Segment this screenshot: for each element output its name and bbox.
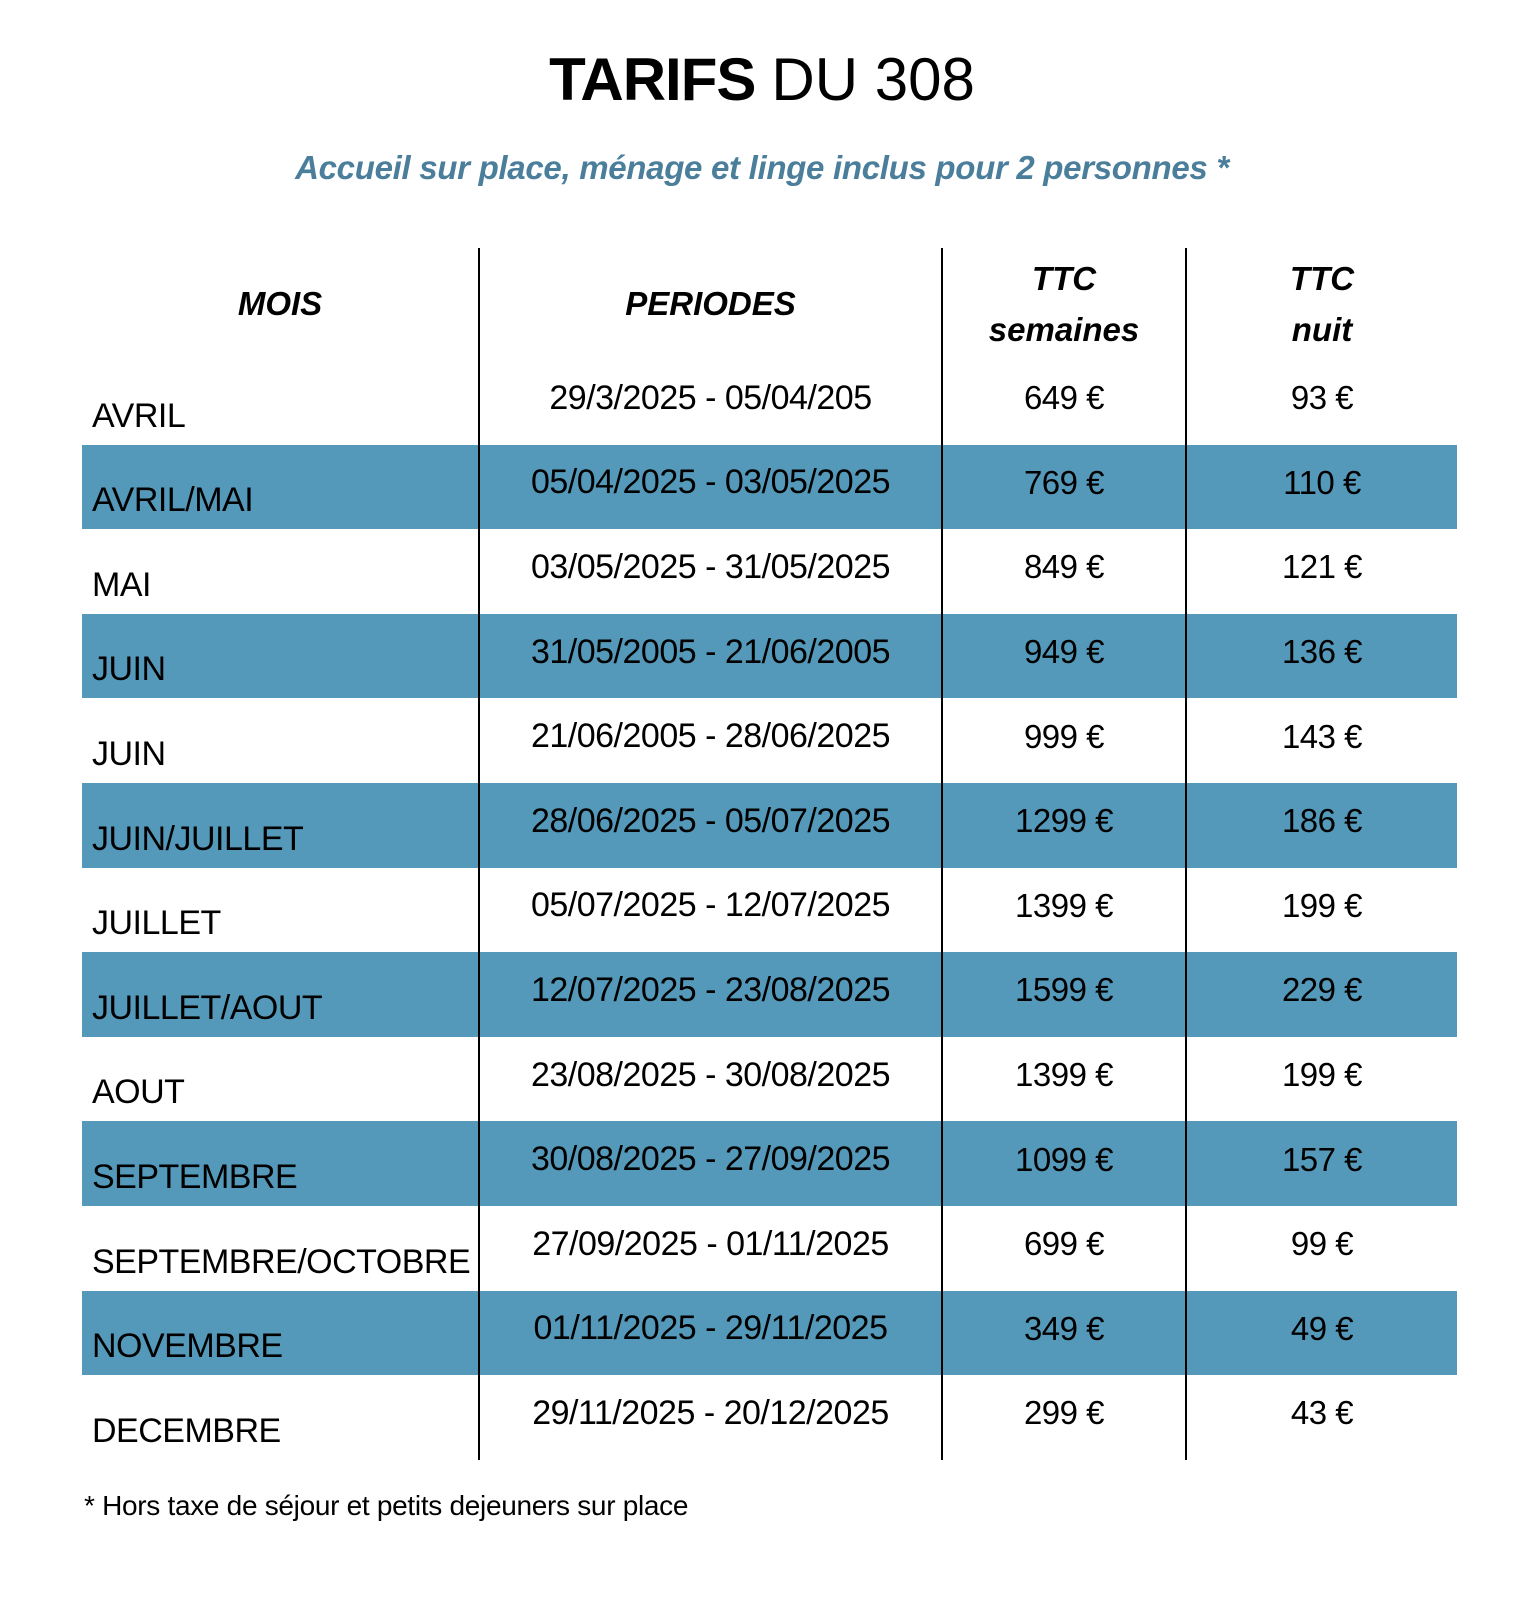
period-cell: 05/04/2025 - 03/05/2025 — [480, 444, 943, 530]
period-cell: 05/07/2025 - 12/07/2025 — [480, 867, 943, 953]
period-cell: 31/05/2005 - 21/06/2005 — [480, 613, 943, 699]
week-price-cell: 999 € — [943, 698, 1187, 783]
column-header-ttc-nuit: TTC nuit — [1187, 248, 1457, 360]
period-cell: 30/08/2025 - 27/09/2025 — [480, 1121, 943, 1206]
table-row: MAI 03/05/2025 - 31/05/2025 849 € 121 € — [82, 529, 1457, 614]
night-price-cell: 43 € — [1290, 1394, 1354, 1432]
price-table: MOIS PERIODES TTC semaines TTC nuit AVRI… — [82, 248, 1457, 1460]
week-price-cell: 949 € — [943, 613, 1187, 699]
month-cell: JUILLET/AOUT — [82, 952, 480, 1037]
night-price-cell: 186 € — [1281, 802, 1363, 840]
table-header-row: MOIS PERIODES TTC semaines TTC nuit — [82, 248, 1457, 360]
page-title-main: TARIFS — [549, 46, 756, 113]
night-price-cell: 199 € — [1281, 886, 1363, 924]
table-row: JUIN 21/06/2005 - 28/06/2025 999 € 143 € — [82, 698, 1457, 783]
table-row: DECEMBRE 29/11/2025 - 20/12/2025 299 € 4… — [82, 1375, 1457, 1460]
period-cell: 28/06/2025 - 05/07/2025 — [480, 782, 943, 868]
column-header-periodes: PERIODES — [480, 248, 943, 360]
column-header-label: MOIS — [237, 285, 323, 323]
month-cell: MAI — [82, 529, 480, 614]
week-price-cell: 299 € — [943, 1375, 1187, 1460]
table-row: AVRIL 29/3/2025 - 05/04/205 649 € 93 € — [82, 360, 1457, 445]
month-cell: NOVEMBRE — [82, 1290, 480, 1376]
table-row: JUILLET 05/07/2025 - 12/07/2025 1399 € 1… — [82, 867, 1457, 953]
month-cell: JUIN/JUILLET — [82, 782, 480, 868]
table-row: JUIN/JUILLET 28/06/2025 - 05/07/2025 129… — [82, 782, 1457, 868]
week-price-cell: 1299 € — [943, 782, 1187, 868]
night-price-cell: 99 € — [1290, 1225, 1354, 1263]
period-cell: 29/3/2025 - 05/04/205 — [480, 360, 943, 445]
night-price-cell: 136 € — [1281, 633, 1363, 671]
night-price-cell: 110 € — [1283, 463, 1361, 501]
night-price-cell: 49 € — [1290, 1309, 1354, 1347]
table-row: NOVEMBRE 01/11/2025 - 29/11/2025 349 € 4… — [82, 1290, 1457, 1376]
column-header-ttc-semaines: TTC semaines — [943, 248, 1187, 360]
week-price-cell: 769 € — [943, 444, 1187, 530]
night-price-cell: 157 € — [1281, 1140, 1363, 1178]
column-header-label: TTC semaines — [988, 259, 1140, 348]
period-cell: 23/08/2025 - 30/08/2025 — [480, 1036, 943, 1122]
night-price-cell: 93 € — [1290, 379, 1354, 417]
period-cell: 03/05/2025 - 31/05/2025 — [480, 529, 943, 614]
table-row: AOUT 23/08/2025 - 30/08/2025 1399 € 199 … — [82, 1036, 1457, 1122]
night-price-cell: 229 € — [1281, 971, 1363, 1009]
period-cell: 12/07/2025 - 23/08/2025 — [480, 952, 943, 1037]
night-price-cell: 199 € — [1281, 1056, 1363, 1094]
column-header-mois: MOIS — [82, 248, 480, 360]
page-title: TARIFS DU 308 — [0, 0, 1524, 111]
period-cell: 29/11/2025 - 20/12/2025 — [480, 1375, 943, 1460]
footnote: * Hors taxe de séjour et petits dejeuner… — [84, 1490, 689, 1521]
month-cell: AVRIL/MAI — [82, 444, 480, 530]
table-row: AVRIL/MAI 05/04/2025 - 03/05/2025 769 € … — [82, 444, 1457, 530]
table-row: JUIN 31/05/2005 - 21/06/2005 949 € 136 € — [82, 613, 1457, 699]
table-row: SEPTEMBRE/OCTOBRE 27/09/2025 - 01/11/202… — [82, 1205, 1457, 1291]
period-cell: 27/09/2025 - 01/11/2025 — [480, 1205, 943, 1291]
week-price-cell: 849 € — [943, 529, 1187, 614]
column-header-label: TTC nuit — [1289, 259, 1355, 348]
page-title-suffix: DU 308 — [771, 46, 975, 113]
month-cell: AOUT — [82, 1036, 480, 1122]
table-row: JUILLET/AOUT 12/07/2025 - 23/08/2025 159… — [82, 952, 1457, 1037]
column-header-label: PERIODES — [625, 285, 796, 323]
month-cell: JUILLET — [82, 867, 480, 953]
subtitle: Accueil sur place, ménage et linge inclu… — [295, 149, 1229, 186]
month-cell: AVRIL — [82, 360, 480, 445]
week-price-cell: 699 € — [943, 1205, 1187, 1291]
week-price-cell: 1599 € — [943, 952, 1187, 1037]
month-cell: JUIN — [82, 698, 480, 783]
week-price-cell: 349 € — [943, 1290, 1187, 1376]
period-cell: 21/06/2005 - 28/06/2025 — [480, 698, 943, 783]
week-price-cell: 649 € — [943, 360, 1187, 445]
table-row: SEPTEMBRE 30/08/2025 - 27/09/2025 1099 €… — [82, 1121, 1457, 1206]
period-cell: 01/11/2025 - 29/11/2025 — [480, 1290, 943, 1376]
week-price-cell: 1399 € — [943, 867, 1187, 953]
month-cell: DECEMBRE — [82, 1375, 480, 1460]
week-price-cell: 1399 € — [943, 1036, 1187, 1122]
night-price-cell: 143 € — [1281, 717, 1363, 755]
week-price-cell: 1099 € — [943, 1121, 1187, 1206]
month-cell: JUIN — [82, 613, 480, 699]
night-price-cell: 121 € — [1281, 548, 1363, 586]
month-cell: SEPTEMBRE/OCTOBRE — [82, 1205, 480, 1291]
month-cell: SEPTEMBRE — [82, 1121, 480, 1206]
